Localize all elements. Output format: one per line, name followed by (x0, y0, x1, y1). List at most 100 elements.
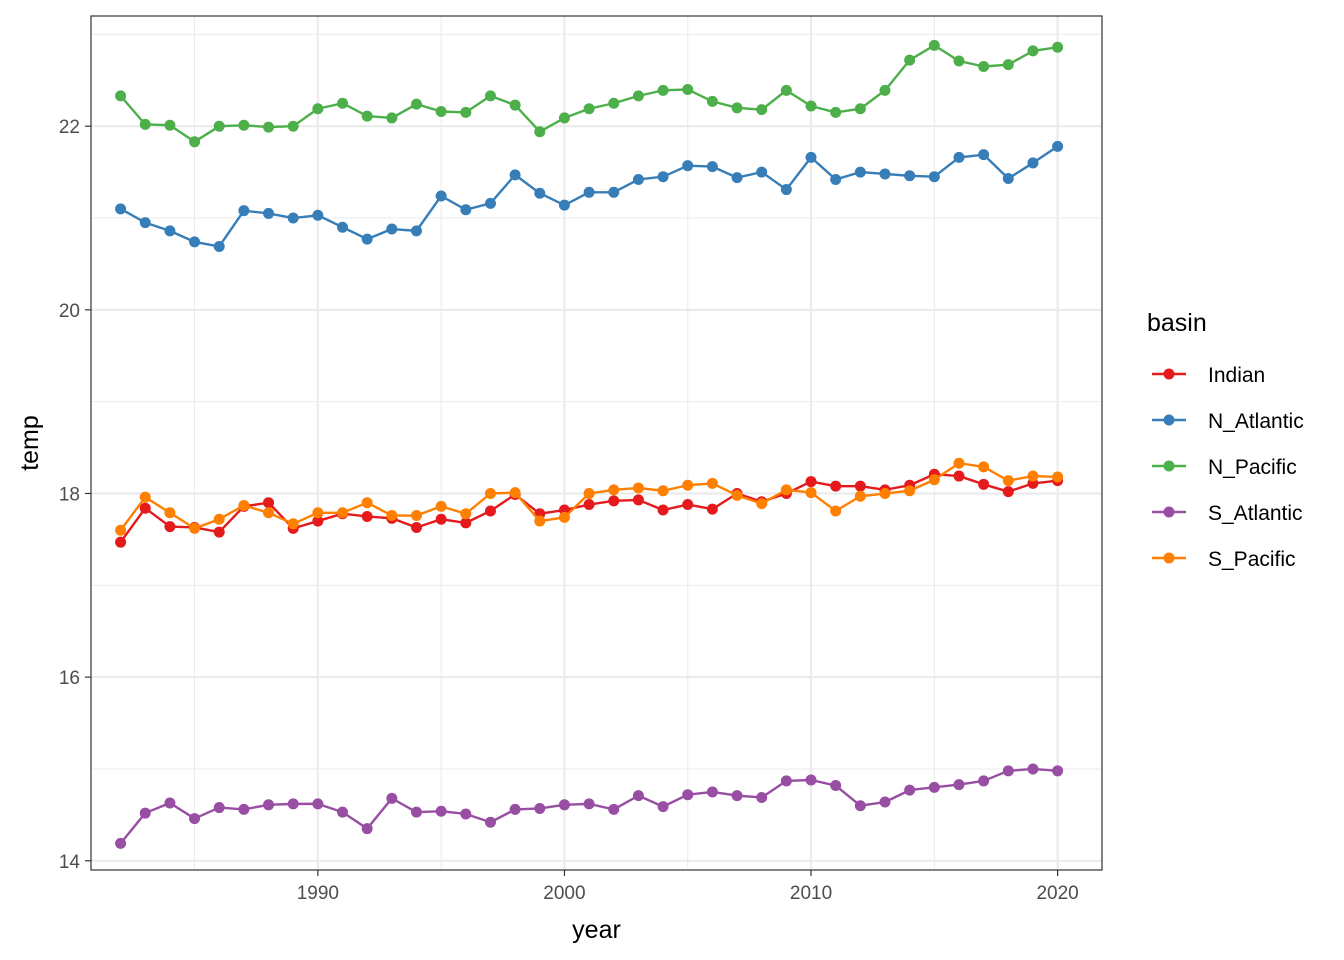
data-point (608, 484, 620, 496)
data-point (189, 136, 201, 148)
legend-key-point (1163, 460, 1175, 472)
panel-background (91, 16, 1102, 870)
legend-title: basin (1147, 309, 1207, 337)
plot-panel (90, 15, 1103, 871)
series-S_Atlantic (115, 763, 1064, 849)
minor-gridlines (91, 16, 1102, 870)
data-point (854, 490, 866, 502)
data-point (115, 837, 127, 849)
data-point (830, 780, 842, 792)
series-N_Atlantic (115, 140, 1064, 252)
data-point (460, 204, 472, 216)
data-point (361, 110, 373, 122)
data-point (756, 166, 768, 178)
panel-border (90, 15, 1103, 871)
data-point (928, 781, 940, 793)
data-point (632, 173, 644, 185)
data-point (410, 806, 422, 818)
data-point (1002, 59, 1014, 71)
data-point (164, 797, 176, 809)
legend-item-S_Atlantic: S_Atlantic (1152, 502, 1303, 525)
data-point (287, 518, 299, 530)
legend-label: S_Pacific (1208, 548, 1296, 571)
data-point (312, 209, 324, 221)
data-point (361, 823, 373, 835)
data-point (657, 504, 669, 516)
data-point (484, 488, 496, 500)
data-point (978, 775, 990, 787)
data-point (706, 161, 718, 173)
y-tick-label: 18 (59, 485, 80, 506)
data-point (1027, 763, 1039, 775)
data-point (213, 513, 225, 525)
data-point (460, 106, 472, 118)
data-point (1052, 765, 1064, 777)
data-point (953, 151, 965, 163)
data-point (410, 521, 422, 533)
data-point (780, 84, 792, 96)
data-point (731, 489, 743, 501)
y-tick-label: 16 (59, 668, 80, 689)
data-point (583, 499, 595, 511)
data-point (780, 484, 792, 496)
data-point (263, 507, 275, 519)
data-point (139, 807, 151, 819)
data-point (1002, 475, 1014, 487)
data-point (435, 805, 447, 817)
data-point (953, 470, 965, 482)
data-point (657, 84, 669, 96)
data-point (854, 103, 866, 115)
data-point (632, 790, 644, 802)
data-point (953, 55, 965, 67)
data-point (879, 796, 891, 808)
data-point (682, 499, 694, 511)
data-point (978, 461, 990, 473)
x-tick-label: 1990 (297, 883, 339, 904)
data-point (361, 233, 373, 245)
data-point (657, 801, 669, 813)
data-point (830, 505, 842, 517)
data-point (361, 497, 373, 509)
data-point (534, 126, 546, 138)
data-point (263, 121, 275, 133)
data-point (435, 500, 447, 512)
legend-label: N_Pacific (1208, 456, 1297, 479)
data-point (1052, 41, 1064, 53)
data-point (583, 488, 595, 500)
data-point (287, 798, 299, 810)
data-point (657, 485, 669, 497)
data-point (978, 149, 990, 161)
y-tick-label: 14 (59, 852, 81, 873)
data-point (238, 803, 250, 815)
data-point (558, 511, 570, 523)
data-point (115, 524, 127, 536)
data-point (805, 476, 817, 488)
data-point (978, 478, 990, 490)
data-point (904, 784, 916, 796)
data-point (213, 120, 225, 132)
data-point (879, 168, 891, 180)
legend-label: S_Atlantic (1208, 502, 1303, 525)
data-point (509, 803, 521, 815)
data-point (1027, 45, 1039, 57)
data-point (337, 97, 349, 109)
data-point (115, 536, 127, 548)
data-point (534, 802, 546, 814)
data-point (435, 513, 447, 525)
y-axis: 14 16 18 20 22 (59, 117, 91, 873)
legend-key-point (1163, 552, 1175, 564)
data-point (928, 474, 940, 486)
data-point (805, 100, 817, 112)
data-point (780, 775, 792, 787)
data-point (854, 166, 866, 178)
data-point (682, 789, 694, 801)
legend-item-Indian: Indian (1152, 364, 1265, 387)
data-point (164, 225, 176, 237)
data-point (139, 491, 151, 503)
data-point (854, 800, 866, 812)
data-point (115, 90, 127, 102)
data-point (805, 774, 817, 786)
data-point (904, 54, 916, 66)
data-point (583, 103, 595, 115)
data-point (287, 212, 299, 224)
